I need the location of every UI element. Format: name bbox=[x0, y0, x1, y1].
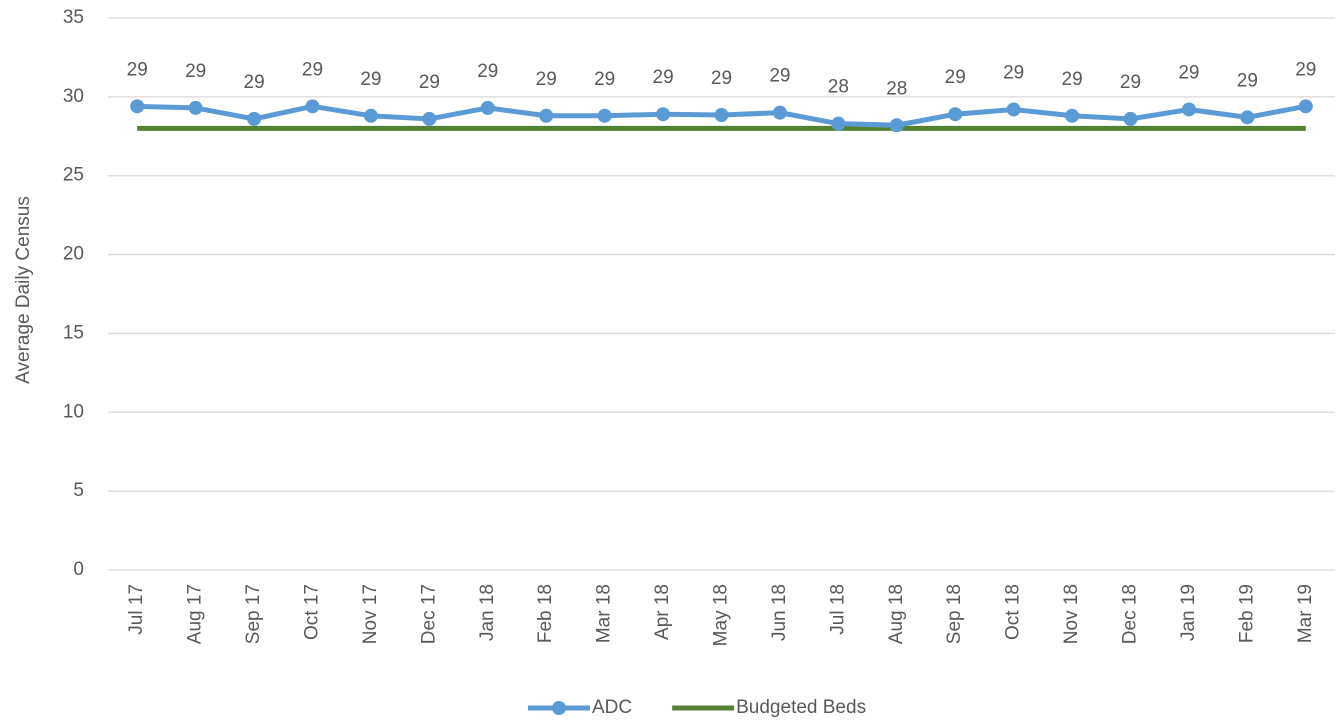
data-point bbox=[831, 116, 846, 131]
data-point bbox=[1240, 110, 1255, 125]
data-point bbox=[1123, 111, 1138, 126]
x-tick-label: Oct 18 bbox=[1003, 584, 1024, 640]
data-point bbox=[1298, 99, 1313, 114]
data-point bbox=[130, 99, 145, 114]
data-label: 29 bbox=[1120, 72, 1141, 93]
data-label: 29 bbox=[477, 61, 498, 82]
data-point bbox=[305, 99, 320, 114]
legend-marker bbox=[552, 701, 566, 715]
data-label: 29 bbox=[244, 72, 265, 93]
data-label: 28 bbox=[828, 77, 849, 98]
legend-label: Budgeted Beds bbox=[736, 697, 866, 718]
y-tick-label: 25 bbox=[63, 165, 84, 186]
data-point bbox=[1065, 108, 1080, 123]
x-tick-label: Jul 17 bbox=[126, 584, 147, 635]
data-label: 28 bbox=[886, 78, 907, 99]
x-tick-label: Aug 18 bbox=[886, 584, 907, 644]
x-tick-label: Sep 18 bbox=[944, 584, 965, 644]
x-tick-label: Jan 19 bbox=[1178, 584, 1199, 641]
data-label: 29 bbox=[1003, 62, 1024, 83]
data-label: 29 bbox=[1237, 70, 1258, 91]
data-label: 29 bbox=[1178, 62, 1199, 83]
x-tick-label: Dec 17 bbox=[418, 584, 439, 644]
x-tick-label: Apr 18 bbox=[652, 584, 673, 640]
data-point bbox=[480, 100, 495, 115]
x-tick-label: Nov 17 bbox=[360, 584, 381, 644]
x-tick-label: Aug 17 bbox=[185, 584, 206, 644]
data-point bbox=[422, 111, 437, 126]
x-tick-label: Jul 18 bbox=[827, 584, 848, 635]
data-point bbox=[714, 107, 729, 122]
y-tick-label: 35 bbox=[63, 7, 84, 28]
data-label: 29 bbox=[419, 72, 440, 93]
y-tick-label: 30 bbox=[63, 86, 84, 107]
y-tick-label: 15 bbox=[63, 322, 84, 343]
data-label: 29 bbox=[127, 59, 148, 80]
data-point bbox=[247, 111, 262, 126]
data-label: 29 bbox=[769, 66, 790, 87]
x-tick-label: Mar 19 bbox=[1295, 584, 1316, 643]
x-tick-label: Dec 18 bbox=[1120, 584, 1141, 644]
data-point bbox=[597, 108, 612, 123]
x-tick-label: Sep 17 bbox=[243, 584, 264, 644]
data-point bbox=[889, 118, 904, 133]
y-tick-label: 0 bbox=[73, 559, 84, 580]
x-tick-label: Feb 19 bbox=[1236, 584, 1257, 643]
data-point bbox=[656, 107, 671, 122]
data-label: 29 bbox=[536, 69, 557, 90]
data-point bbox=[772, 105, 787, 120]
x-tick-label: Feb 18 bbox=[535, 584, 556, 643]
data-label: 29 bbox=[360, 69, 381, 90]
data-point bbox=[1006, 102, 1021, 117]
data-label: 29 bbox=[1295, 59, 1316, 80]
y-tick-label: 5 bbox=[73, 480, 84, 501]
y-tick-label: 10 bbox=[63, 401, 84, 422]
data-label: 29 bbox=[1062, 69, 1083, 90]
x-tick-label: Nov 18 bbox=[1061, 584, 1082, 644]
x-tick-label: Jan 18 bbox=[477, 584, 498, 641]
x-tick-label: Oct 17 bbox=[302, 584, 323, 640]
data-point bbox=[188, 100, 203, 115]
data-label: 29 bbox=[945, 67, 966, 88]
data-point bbox=[539, 108, 554, 123]
data-point bbox=[1181, 102, 1196, 117]
data-point bbox=[948, 107, 963, 122]
x-tick-label: May 18 bbox=[711, 584, 732, 646]
data-label: 29 bbox=[711, 68, 732, 89]
data-label: 29 bbox=[653, 67, 674, 88]
data-label: 29 bbox=[302, 59, 323, 80]
x-tick-label: Jun 18 bbox=[769, 584, 790, 641]
legend-label: ADC bbox=[592, 697, 632, 718]
data-label: 29 bbox=[594, 69, 615, 90]
data-label: 29 bbox=[185, 61, 206, 82]
x-tick-label: Mar 18 bbox=[594, 584, 615, 643]
y-tick-label: 20 bbox=[63, 244, 84, 265]
y-axis-label: Average Daily Census bbox=[13, 196, 34, 384]
data-point bbox=[363, 108, 378, 123]
